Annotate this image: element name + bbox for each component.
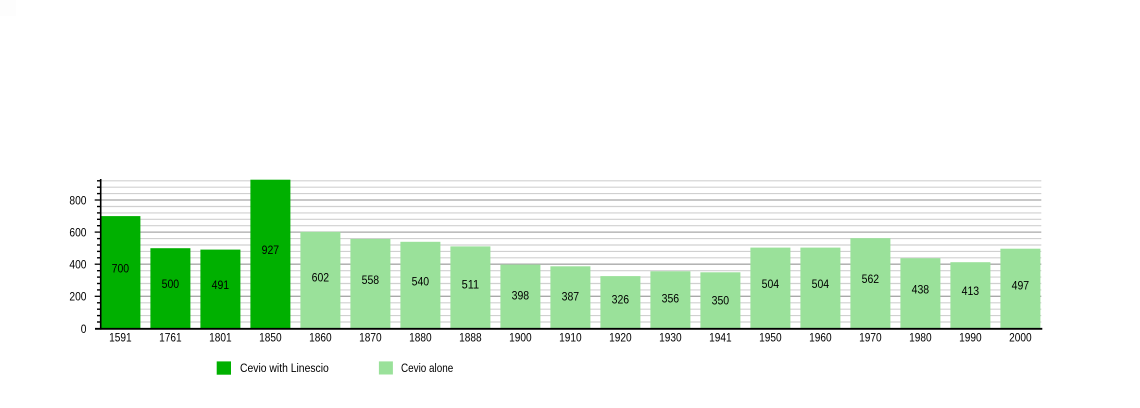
svg-text:438: 438 xyxy=(912,283,930,297)
svg-text:1860: 1860 xyxy=(309,331,332,345)
svg-text:398: 398 xyxy=(512,289,530,303)
svg-text:1900: 1900 xyxy=(509,331,532,345)
svg-text:1980: 1980 xyxy=(909,331,932,345)
svg-text:413: 413 xyxy=(962,284,980,298)
svg-text:497: 497 xyxy=(1012,279,1030,293)
svg-text:Cevio alone: Cevio alone xyxy=(401,361,453,375)
svg-text:491: 491 xyxy=(212,278,230,292)
svg-text:1950: 1950 xyxy=(759,331,782,345)
svg-text:1761: 1761 xyxy=(159,331,182,345)
svg-text:400: 400 xyxy=(69,258,86,272)
svg-text:504: 504 xyxy=(762,277,780,291)
svg-text:1990: 1990 xyxy=(959,331,982,345)
svg-text:1888: 1888 xyxy=(459,331,482,345)
svg-text:1850: 1850 xyxy=(259,331,282,345)
svg-text:1920: 1920 xyxy=(609,331,632,345)
svg-text:326: 326 xyxy=(612,293,630,307)
svg-text:387: 387 xyxy=(562,290,580,304)
svg-text:504: 504 xyxy=(812,277,830,291)
svg-text:500: 500 xyxy=(162,277,180,291)
svg-text:2000: 2000 xyxy=(1009,331,1032,345)
svg-text:1960: 1960 xyxy=(809,331,832,345)
svg-text:562: 562 xyxy=(862,272,880,286)
svg-text:1880: 1880 xyxy=(409,331,432,345)
svg-text:1970: 1970 xyxy=(859,331,882,345)
svg-text:1930: 1930 xyxy=(659,331,682,345)
svg-text:1941: 1941 xyxy=(709,331,732,345)
svg-text:700: 700 xyxy=(112,262,130,276)
svg-text:540: 540 xyxy=(412,275,430,289)
svg-text:Cevio with Linescio: Cevio with Linescio xyxy=(240,361,329,375)
svg-text:200: 200 xyxy=(69,290,86,304)
svg-text:600: 600 xyxy=(69,225,86,239)
svg-text:800: 800 xyxy=(69,193,86,207)
svg-text:0: 0 xyxy=(81,322,87,336)
svg-text:356: 356 xyxy=(662,292,680,306)
svg-text:927: 927 xyxy=(262,243,280,257)
svg-text:1801: 1801 xyxy=(209,331,232,345)
svg-text:1870: 1870 xyxy=(359,331,382,345)
svg-text:1591: 1591 xyxy=(109,331,132,345)
svg-text:602: 602 xyxy=(312,271,330,285)
svg-text:558: 558 xyxy=(362,273,380,287)
svg-text:1910: 1910 xyxy=(559,331,582,345)
svg-text:511: 511 xyxy=(462,278,480,292)
svg-text:350: 350 xyxy=(712,293,730,307)
